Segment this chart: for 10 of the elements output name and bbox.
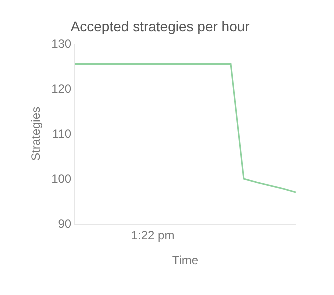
y-tick-label: 120 [52,82,72,96]
y-tick-label: 110 [52,127,72,142]
y-axis-title: Strategies [28,106,43,162]
y-tick-label: 90 [58,217,72,232]
y-tick-label: 130 [52,37,72,52]
x-axis-title: Time [172,253,199,268]
x-tick-label: 1:22 pm [131,228,175,242]
chart-title: Accepted strategies per hour [70,18,250,34]
line-series [75,64,296,194]
y-tick-label: 100 [52,172,72,186]
